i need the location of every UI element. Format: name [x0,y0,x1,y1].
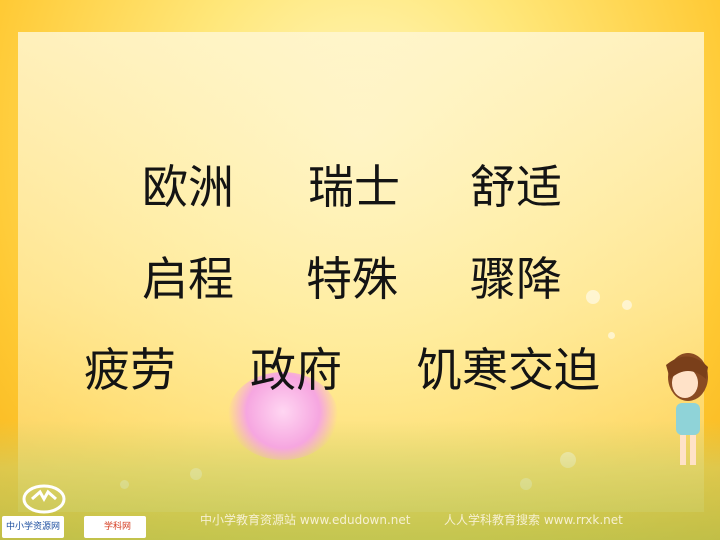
word: 欧洲 [142,160,234,214]
logo-edudown[interactable]: 中小学资源网 [2,516,64,538]
footer-text-right: 人人学科教育搜索 www.rrxk.net [444,513,623,527]
word: 政府 [250,343,342,397]
word: 饥寒交迫 [416,343,600,397]
flower-illustration [228,372,338,460]
girl-illustration [666,353,708,465]
word: 启程 [142,252,234,306]
logo-edudown-label: 中小学资源网 [6,522,61,532]
word-row-3: 疲劳 政府 饥寒交迫 [0,340,720,400]
bokeh-light [622,300,632,310]
word: 特殊 [306,252,398,306]
site-emblem-icon [22,484,66,514]
word-row-2: 启程 特殊 骤降 [0,249,720,309]
bokeh-light [586,290,600,304]
logo-rrxk[interactable]: 学科网 [84,516,146,538]
word: 舒适 [470,160,562,214]
word: 骤降 [470,252,562,306]
word: 疲劳 [84,343,176,397]
logo-rrxk-label: 学科网 [104,522,132,532]
footer-text-left: 中小学教育资源站 www.edudown.net [200,513,411,527]
word: 瑞士 [308,160,400,214]
footer-logos: 中小学资源网 学科网 [0,514,720,540]
word-row-1: 欧洲 瑞士 舒适 [0,157,720,217]
bokeh-light [608,332,615,339]
